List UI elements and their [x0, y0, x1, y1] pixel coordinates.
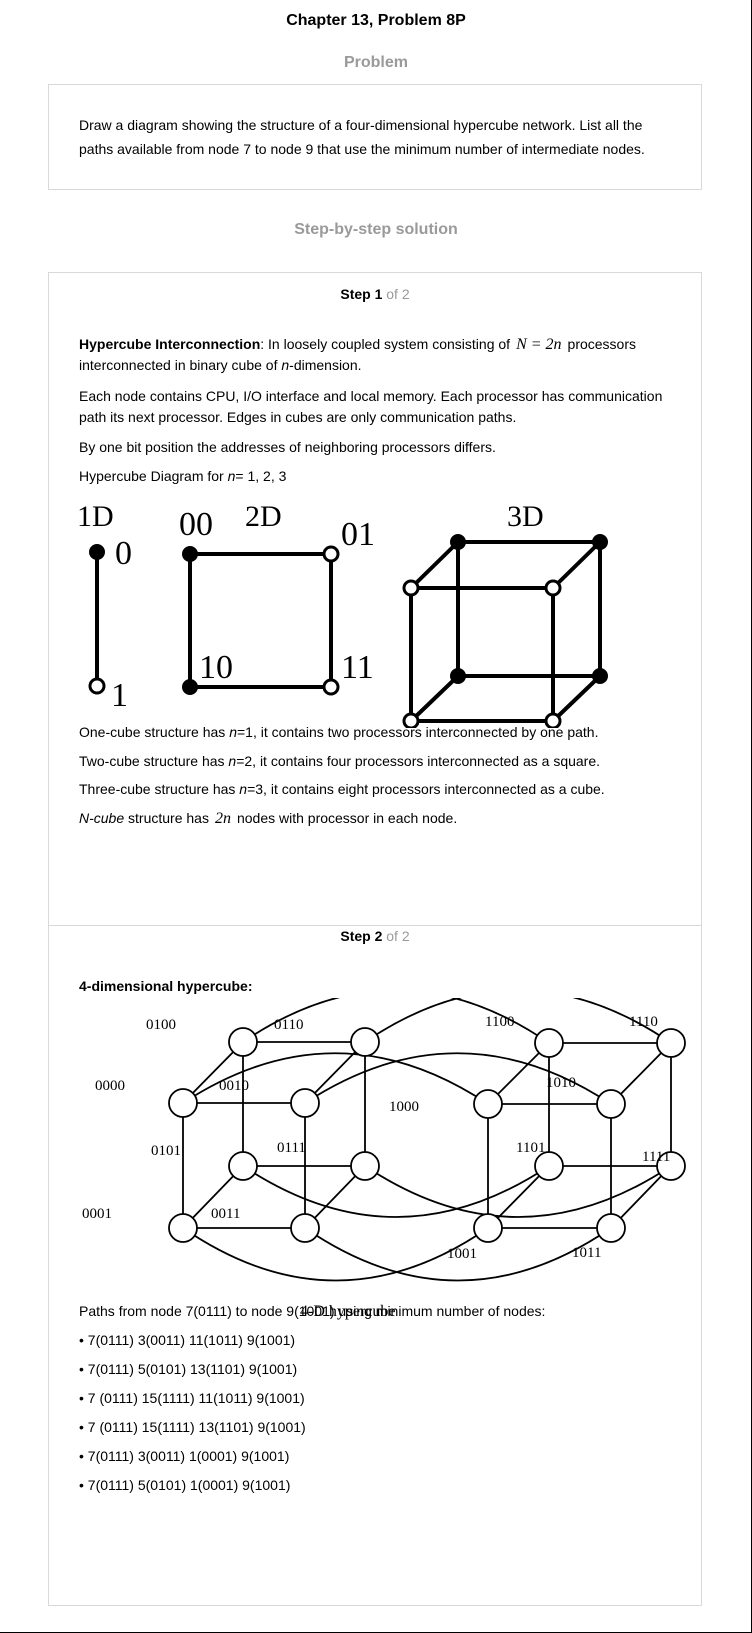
- label-1010: 1010: [546, 1075, 576, 1091]
- solution-heading: Step-by-step solution: [294, 221, 458, 238]
- step1-header: Step 1 of 2: [49, 286, 701, 302]
- hypercube-123-figure: 1D 2D 3D 0 1 00 01 10 11: [77, 500, 608, 728]
- line-2cube: Two-cube structure has n=2, it contains …: [79, 753, 601, 769]
- line-3cube: Three-cube structure has n=3, it contain…: [79, 781, 605, 797]
- square-2d: [188, 552, 333, 689]
- node-2d-01: [322, 545, 340, 563]
- step2-of: of 2: [386, 928, 410, 944]
- paths-intro: Paths from node 7(0111) to node 9(1001) …: [79, 1303, 546, 1319]
- hypercube-4d-diagram: 0100 0110 1100 1110 0000 0010 1000 1010 …: [82, 998, 686, 1320]
- label-1d-1: 1: [111, 677, 128, 714]
- path-item: • 7 (0111) 15(1111) 13(1101) 9(1001): [79, 1419, 306, 1435]
- path-item: • 7(0111) 5(0101) 1(0001) 9(1001): [79, 1477, 291, 1493]
- node-1d-0: [89, 544, 105, 560]
- step1-label: Step 1: [340, 286, 383, 302]
- intro-text-b: processors: [567, 336, 636, 352]
- label-0000: 0000: [95, 1078, 125, 1094]
- problem-heading: Problem: [343, 54, 408, 71]
- label-2d-10: 10: [199, 649, 233, 686]
- node-1d-1: [88, 677, 106, 695]
- node-labels-4d: 0100 0110 1100 1110 0000 0010 1000 1010 …: [82, 1014, 670, 1262]
- intro-formula: N = 2n: [516, 336, 562, 353]
- step1-of: of 2: [386, 286, 410, 302]
- label-1011: 1011: [572, 1245, 601, 1261]
- label-0111: 0111: [277, 1140, 306, 1156]
- label-2d: 2D: [245, 500, 282, 533]
- label-0010: 0010: [219, 1078, 249, 1094]
- line-ncube: N-cube structure has 2n nodes with process…: [79, 810, 458, 827]
- step2-header: Step 2 of 2: [49, 928, 701, 944]
- label-3d: 3D: [507, 500, 544, 533]
- nodes-4d: [168, 1027, 686, 1243]
- step1-para4: Hypercube Diagram for n= 1, 2, 3: [79, 468, 287, 484]
- label-2d-01: 01: [341, 516, 375, 553]
- label-0011: 0011: [211, 1206, 240, 1222]
- intro-text-a: : In loosely coupled system consisting o…: [260, 336, 511, 352]
- intro-text-c2: -dimension.: [289, 357, 362, 373]
- line-1cube: One-cube structure has n=1, it contains …: [79, 724, 599, 740]
- node-2d-11: [322, 678, 340, 696]
- label-0110: 0110: [274, 1017, 303, 1033]
- cube-3d-nodes: [402, 534, 608, 728]
- step2-subtitle: 4-dimensional hypercube:: [79, 978, 253, 994]
- hypercube-term: Hypercube Interconnection: [79, 336, 261, 352]
- label-1111: 1111: [642, 1149, 670, 1165]
- cube-3d: [409, 540, 602, 723]
- step-divider: [49, 925, 701, 926]
- node-2d-00: [182, 546, 198, 562]
- label-1d-0: 0: [115, 535, 132, 572]
- solution-box: Step 1 of 2 Hypercube Interconnection: I…: [48, 272, 702, 1606]
- label-1000: 1000: [389, 1099, 419, 1115]
- diagram-caption: 4-D hypercube: [300, 1303, 396, 1320]
- step1-para2: Each node contains CPU, I/O interface an…: [79, 388, 663, 425]
- step1-para3: By one bit position the addresses of nei…: [79, 439, 496, 455]
- problem-text: Draw a diagram showing the structure of …: [79, 117, 645, 157]
- intro-text-c1: interconnected in binary cube of: [79, 357, 282, 373]
- problem-box: Draw a diagram showing the structure of …: [48, 84, 702, 190]
- path-item: • 7 (0111) 15(1111) 11(1011) 9(1001): [79, 1390, 305, 1406]
- label-1110: 1110: [629, 1014, 658, 1030]
- node-2d-10: [182, 679, 198, 695]
- page-title: Chapter 13, Problem 8P: [286, 12, 466, 29]
- label-1100: 1100: [485, 1014, 514, 1030]
- label-1101: 1101: [516, 1140, 545, 1156]
- step1-intro: Hypercube Interconnection: In loosely co…: [79, 334, 679, 376]
- intro-n: n: [281, 357, 290, 373]
- path-item: • 7(0111) 5(0101) 13(1101) 9(1001): [79, 1361, 298, 1377]
- label-1d: 1D: [77, 500, 114, 533]
- path-item: • 7(0111) 3(0011) 11(1011) 9(1001): [79, 1332, 296, 1348]
- label-0001: 0001: [82, 1206, 112, 1222]
- label-2d-00: 00: [179, 506, 213, 543]
- label-0101: 0101: [151, 1143, 181, 1159]
- path-item: • 7(0111) 3(0011) 1(0001) 9(1001): [79, 1448, 290, 1464]
- label-0100: 0100: [146, 1017, 176, 1033]
- label-2d-11: 11: [341, 649, 374, 686]
- step2-label: Step 2: [340, 928, 383, 944]
- label-1001: 1001: [447, 1246, 477, 1262]
